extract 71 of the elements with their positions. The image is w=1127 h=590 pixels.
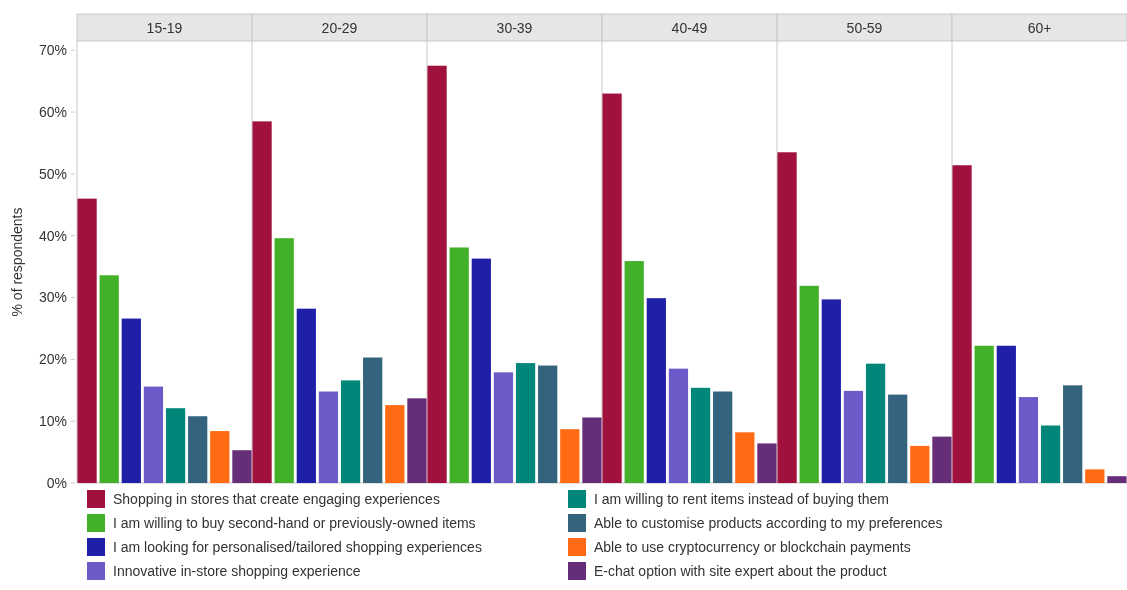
- bar: [646, 298, 666, 483]
- bar: [910, 445, 930, 483]
- bar: [777, 152, 797, 483]
- x-tick-label: 15-19: [146, 20, 183, 36]
- bar: [340, 380, 361, 483]
- bar: [735, 432, 755, 483]
- bar: [407, 398, 427, 483]
- y-tick-label: 30%: [38, 289, 67, 306]
- legend-label: Shopping in stores that create engaging experiences: [113, 490, 440, 507]
- bar: [1018, 397, 1039, 483]
- y-tick-label: 10%: [38, 413, 67, 430]
- x-tick-label: 30-39: [496, 20, 533, 36]
- legend-label: Able to use cryptocurrency or blockchain payments: [594, 538, 911, 555]
- y-tick-label: 20%: [38, 351, 67, 368]
- bar: [449, 247, 469, 483]
- bar: [843, 390, 864, 483]
- bar: [560, 429, 580, 483]
- bar: [121, 318, 141, 483]
- bar: [385, 405, 405, 483]
- bar: [210, 431, 230, 483]
- bar: [582, 417, 602, 483]
- bar: [143, 386, 164, 483]
- bar: [757, 443, 777, 483]
- y-tick-label: 70%: [38, 42, 67, 59]
- bar: [668, 368, 689, 483]
- bar: [471, 258, 491, 483]
- bar: [515, 363, 536, 483]
- bar: [1085, 469, 1105, 483]
- y-axis-title: % of respondents: [9, 207, 25, 317]
- bar: [1107, 476, 1127, 483]
- bar: [188, 416, 208, 483]
- bar: [713, 391, 733, 483]
- bar: [493, 372, 514, 483]
- x-tick-label: 40-49: [671, 20, 708, 36]
- legend-label: I am willing to rent items instead of buying them: [594, 490, 889, 507]
- bar: [296, 308, 316, 483]
- bar: [821, 299, 841, 483]
- x-tick-label: 50-59: [846, 20, 883, 36]
- bar: [888, 394, 908, 483]
- bar: [252, 121, 272, 483]
- bar: [363, 357, 383, 483]
- y-tick-label: 60%: [38, 103, 67, 120]
- bar: [165, 408, 186, 483]
- bar: [952, 165, 972, 483]
- bar: [690, 387, 711, 483]
- bar: [538, 365, 558, 483]
- bar: [1063, 385, 1083, 483]
- y-tick-label: 50%: [38, 165, 67, 182]
- bar: [996, 345, 1016, 483]
- y-tick-label: 0%: [46, 474, 67, 491]
- bar: [865, 363, 886, 483]
- legend-label: Innovative in-store shopping experience: [113, 562, 361, 579]
- bar: [274, 238, 294, 483]
- bar: [602, 93, 622, 483]
- legend-label: I am looking for personalised/tailored shopping experiences: [113, 538, 482, 555]
- bar: [77, 198, 97, 483]
- y-tick-label: 40%: [38, 227, 67, 244]
- bar: [1040, 425, 1061, 483]
- bar: [427, 65, 447, 483]
- legend-label: I am willing to buy second-hand or previously-owned items: [113, 514, 476, 531]
- bar: [932, 436, 952, 483]
- bar: [232, 450, 252, 483]
- bar: [99, 275, 119, 483]
- x-tick-label: 60+: [1027, 20, 1052, 36]
- legend-label: Able to customise products according to my preferences: [594, 514, 943, 531]
- x-tick-label: 20-29: [321, 20, 358, 36]
- bar: [799, 285, 819, 483]
- legend-label: E-chat option with site expert about the product: [594, 562, 887, 579]
- bar: [318, 391, 339, 483]
- bar: [624, 261, 644, 483]
- bar: [974, 345, 994, 483]
